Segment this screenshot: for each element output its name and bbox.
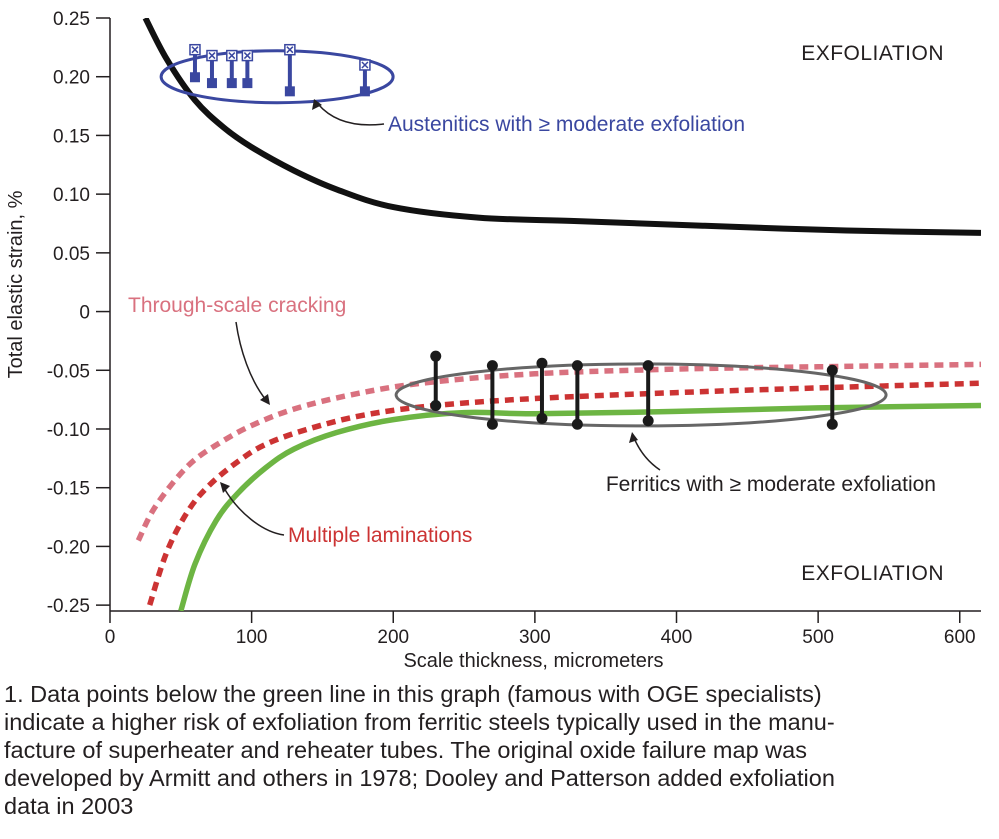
x-tick-label: 100: [236, 627, 268, 648]
ferritic-point-low: [826, 418, 838, 430]
through-scale-arrowhead: [260, 394, 270, 405]
y-tick-label: 0.10: [53, 185, 90, 206]
austenitic-point: [189, 72, 200, 83]
figure-caption: 1. Data points below the green line in t…: [4, 681, 835, 819]
green-line-line: [178, 402, 981, 611]
exfoliation-region-label-lower: EXFOLIATION: [801, 562, 944, 585]
austenitic-point: [242, 78, 253, 89]
ferritic-point-low: [642, 415, 654, 427]
y-tick-label: 0.15: [53, 126, 90, 147]
y-tick-label: -0.05: [47, 361, 90, 382]
y-tick-label: -0.15: [47, 479, 90, 500]
ferritic-point-high: [642, 360, 654, 372]
ferritic-ellipse: [394, 362, 888, 428]
ferritic-point-low: [486, 418, 498, 430]
exfoliation-curve-line: [142, 18, 981, 236]
austenitic-cross: [286, 46, 294, 54]
x-tick-label: 200: [377, 627, 409, 648]
ferritic-annotation: Ferritics with ≥ moderate exfoliation: [606, 473, 936, 496]
laminations-leader: [223, 487, 285, 536]
multiple-laminations-line: [147, 380, 981, 606]
ferritic-point-low: [571, 418, 583, 430]
y-tick-label: -0.20: [47, 537, 90, 558]
austenitic-cross: [361, 61, 369, 69]
austenitic-cross: [208, 52, 216, 60]
austenitic-point: [359, 86, 370, 97]
laminations-arrowhead: [220, 482, 230, 493]
austenitic-leader: [317, 103, 385, 126]
through-scale-annotation: Through-scale cracking: [128, 294, 346, 317]
ferritic-point-low: [536, 412, 548, 424]
ferritic-arrowhead: [629, 432, 638, 443]
y-tick-label: -0.10: [47, 420, 90, 441]
x-tick-label: 500: [802, 627, 834, 648]
austenitic-cross: [191, 46, 199, 54]
austenitic-cross: [228, 52, 236, 60]
ferritic-point-high: [536, 357, 548, 369]
austenitic-point: [206, 78, 217, 89]
y-tick-label: 0: [79, 303, 90, 324]
austenitic-point: [226, 78, 237, 89]
through-scale-leader: [235, 321, 267, 401]
austenitic-annotation: Austenitics with ≥ moderate exfoliation: [388, 113, 745, 136]
through-scale-cracking-line: [135, 361, 981, 542]
austenitic-point: [284, 86, 295, 97]
y-tick-label: 0.25: [53, 9, 90, 30]
y-tick-label: 0.05: [53, 244, 90, 265]
x-tick-label: 0: [105, 627, 116, 648]
ferritic-point-high: [571, 360, 583, 372]
x-axis-label: Scale thickness, micrometers: [403, 650, 663, 672]
exfoliation-region-label-upper: EXFOLIATION: [801, 42, 944, 65]
y-axis-label: Total elastic strain, %: [5, 190, 27, 378]
austenitic-ellipse: [159, 49, 395, 105]
x-tick-label: 600: [944, 627, 976, 648]
ferritic-point-low: [430, 400, 442, 412]
y-tick-label: -0.25: [47, 596, 90, 617]
oxide-failure-map-chart: 0.25 0.20 0.15 0.10 0.05 0 -0.05 -0.10 -0.15 -0.2…: [5, 9, 981, 672]
ferritic-leader: [633, 437, 661, 471]
ferritic-point-high: [486, 360, 498, 372]
laminations-annotation: Multiple laminations: [288, 524, 472, 547]
ferritic-point-high: [826, 364, 838, 376]
austenitic-arrowhead: [312, 99, 322, 110]
ferritic-point-high: [430, 350, 442, 362]
x-tick-label: 400: [661, 627, 693, 648]
austenitic-cross: [243, 52, 251, 60]
x-tick-label: 300: [519, 627, 551, 648]
y-tick-label: 0.20: [53, 68, 90, 89]
